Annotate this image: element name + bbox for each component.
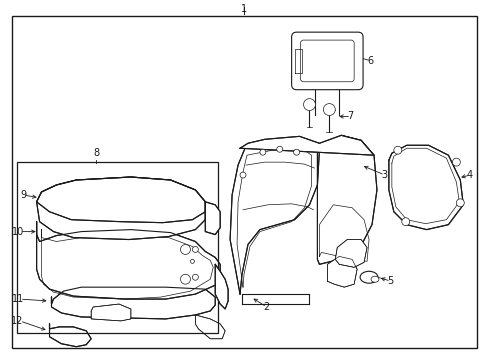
Bar	[17, 162, 218, 333]
Polygon shape	[91, 304, 131, 321]
Polygon shape	[195, 315, 224, 339]
Circle shape	[192, 247, 198, 252]
Polygon shape	[49, 324, 91, 347]
Text: 1: 1	[241, 4, 246, 14]
Text: 9: 9	[20, 190, 27, 200]
Polygon shape	[205, 202, 220, 235]
Text: 4: 4	[466, 170, 471, 180]
Text: 11: 11	[11, 294, 24, 304]
Circle shape	[393, 146, 401, 154]
Polygon shape	[37, 222, 220, 299]
Circle shape	[401, 218, 409, 226]
Circle shape	[180, 244, 190, 255]
Text: 5: 5	[386, 276, 392, 286]
Circle shape	[259, 149, 265, 155]
Ellipse shape	[370, 276, 378, 282]
Circle shape	[276, 146, 282, 152]
Polygon shape	[230, 140, 317, 294]
Text: 10: 10	[11, 226, 24, 237]
Text: 3: 3	[380, 170, 386, 180]
Text: 7: 7	[346, 112, 353, 121]
Text: 2: 2	[263, 302, 268, 312]
Circle shape	[192, 274, 198, 280]
Polygon shape	[294, 49, 301, 73]
Polygon shape	[317, 135, 376, 264]
Text: 12: 12	[11, 316, 24, 326]
Polygon shape	[37, 177, 205, 223]
Text: 6: 6	[366, 56, 372, 66]
Circle shape	[190, 260, 194, 264]
Polygon shape	[51, 287, 215, 319]
FancyBboxPatch shape	[291, 32, 362, 90]
Polygon shape	[215, 264, 228, 309]
Circle shape	[451, 158, 459, 166]
Circle shape	[240, 172, 245, 178]
Polygon shape	[335, 239, 366, 267]
Circle shape	[303, 99, 315, 111]
Polygon shape	[388, 145, 462, 230]
Polygon shape	[326, 256, 356, 287]
Circle shape	[180, 274, 190, 284]
Circle shape	[455, 199, 463, 207]
Polygon shape	[240, 135, 373, 155]
Polygon shape	[37, 177, 205, 239]
Circle shape	[323, 104, 335, 116]
Text: 8: 8	[93, 148, 99, 158]
Circle shape	[293, 149, 299, 155]
Ellipse shape	[359, 271, 377, 283]
